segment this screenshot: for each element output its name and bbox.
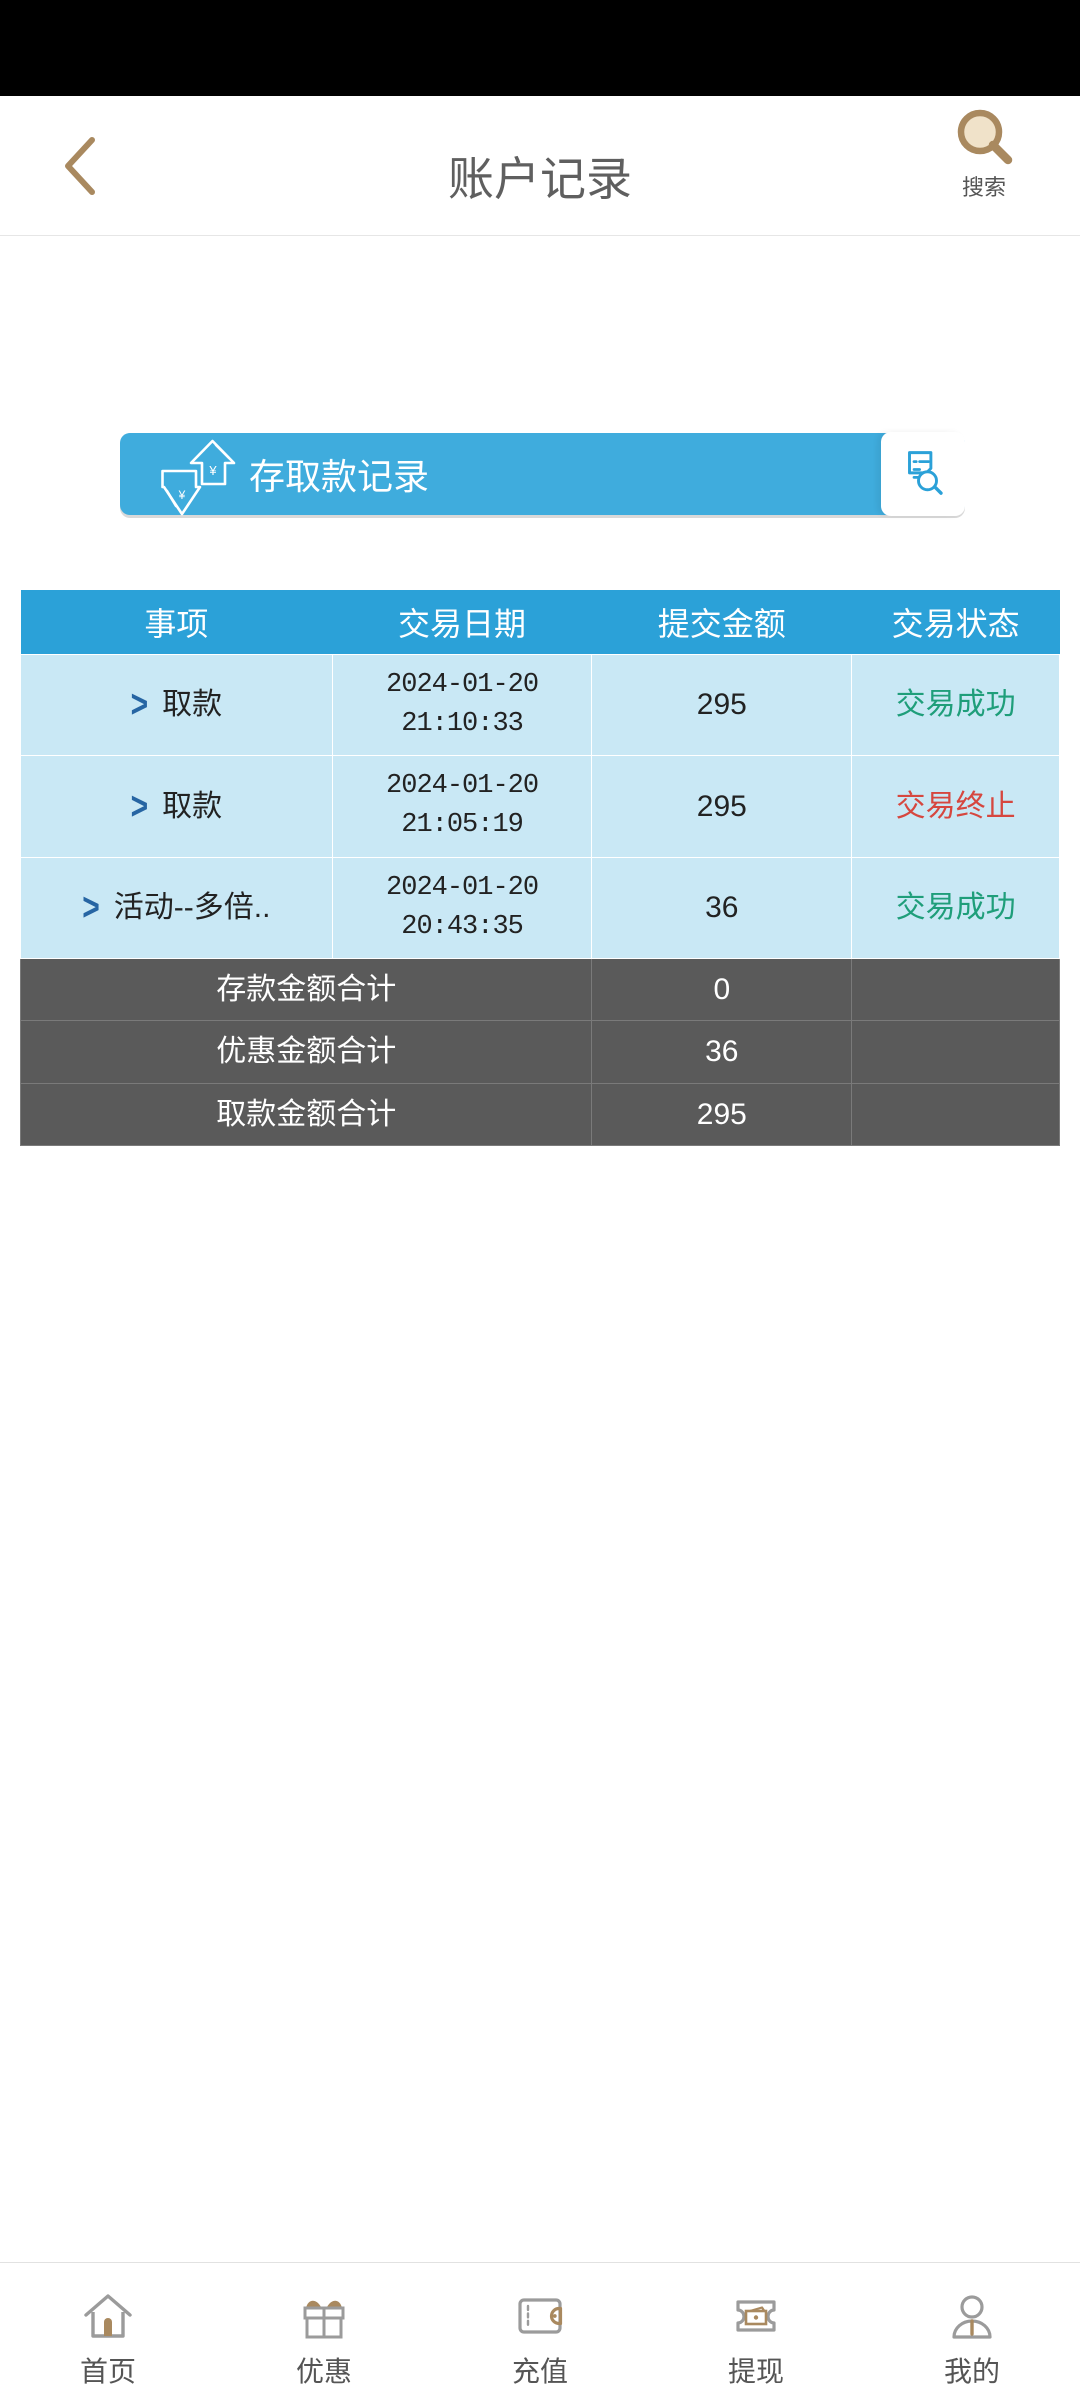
svg-text:¥: ¥: [208, 463, 217, 478]
svg-text:¥: ¥: [178, 488, 186, 502]
